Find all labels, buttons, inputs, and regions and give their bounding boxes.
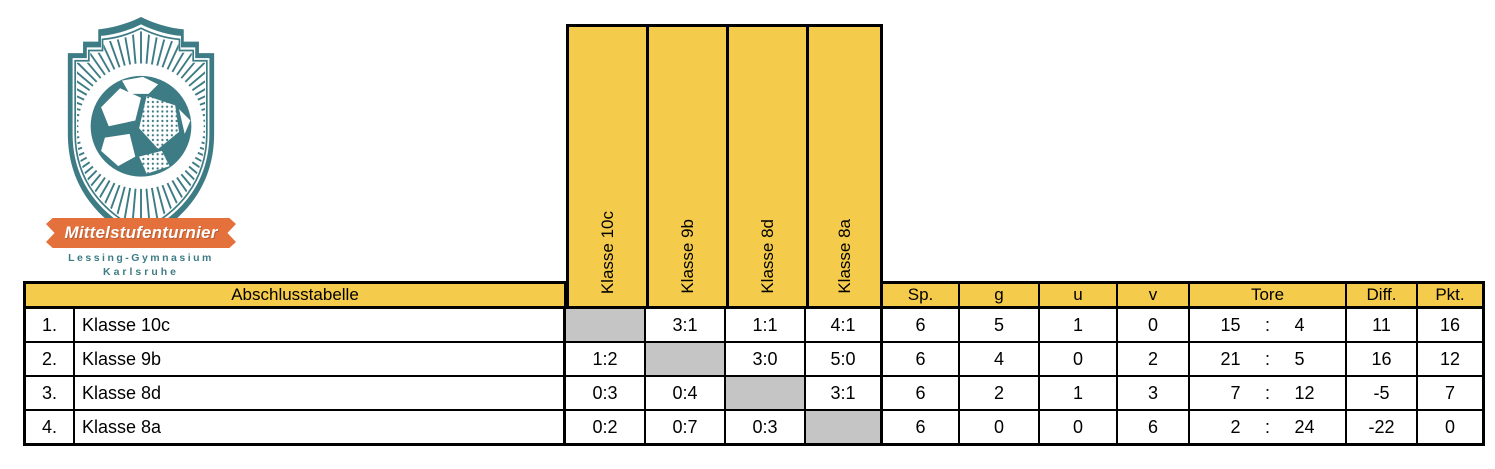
cell-pkt: 16 <box>1418 309 1485 343</box>
cell-result: 3:1 <box>646 309 726 343</box>
cell-sp: 6 <box>883 411 960 446</box>
cell-u: 1 <box>1040 377 1118 411</box>
cell-sp: 6 <box>883 343 960 377</box>
tore-against: 4 <box>1294 314 1305 335</box>
cell-tore: 21: 5 <box>1190 343 1347 377</box>
vertical-col-header-klasse-8a: Klasse 8a <box>806 24 883 309</box>
tore-for: 15 <box>1220 314 1241 335</box>
tore-separator: : <box>1264 416 1270 437</box>
col-header-diff: Diff. <box>1347 281 1418 309</box>
cell-result-diagonal <box>806 411 883 446</box>
cell-result-diagonal <box>646 343 726 377</box>
cell-team-name: Klasse 9b <box>75 343 566 377</box>
cell-tore: 7: 12 <box>1190 377 1347 411</box>
cell-tore: 2: 24 <box>1190 411 1347 446</box>
cell-team-name: Klasse 10c <box>75 309 566 343</box>
cell-result: 1:1 <box>726 309 806 343</box>
tore-for: 2 <box>1230 416 1241 437</box>
tournament-logo: Mittelstufenturnier Lessing-Gymnasium Ka… <box>46 14 236 280</box>
cell-result-diagonal <box>726 377 806 411</box>
tore-separator: : <box>1264 314 1270 335</box>
logo-banner-ribbon: Mittelstufenturnier <box>46 218 236 248</box>
cell-rank: 1. <box>23 309 75 343</box>
logo-city-text: Karlsruhe <box>102 266 180 278</box>
table-title: Abschlusstabelle <box>23 281 566 309</box>
cell-result: 1:2 <box>566 343 646 377</box>
vertical-col-label: Klasse 9b <box>678 219 697 294</box>
cell-rank: 2. <box>23 343 75 377</box>
vertical-col-label: Klasse 8a <box>835 219 854 294</box>
cell-g: 5 <box>960 309 1040 343</box>
tore-separator: : <box>1264 382 1270 403</box>
col-header-u: u <box>1040 281 1118 309</box>
logo-banner-text: Mittelstufenturnier <box>64 223 218 242</box>
col-header-sp: Sp. <box>883 281 960 309</box>
cell-v: 3 <box>1118 377 1190 411</box>
cell-result: 0:3 <box>726 411 806 446</box>
cell-result: 0:4 <box>646 377 726 411</box>
vertical-col-label: Klasse 10c <box>598 210 617 294</box>
tore-against: 5 <box>1294 348 1305 369</box>
cell-diff: -22 <box>1347 411 1418 446</box>
col-header-g: g <box>960 281 1040 309</box>
cell-diff: 11 <box>1347 309 1418 343</box>
cell-sp: 6 <box>883 377 960 411</box>
cell-g: 0 <box>960 411 1040 446</box>
vertical-col-label: Klasse 8d <box>758 219 777 294</box>
cell-rank: 4. <box>23 411 75 446</box>
cell-sp: 6 <box>883 309 960 343</box>
cell-result: 3:0 <box>726 343 806 377</box>
cell-result: 0:7 <box>646 411 726 446</box>
cell-u: 0 <box>1040 343 1118 377</box>
tore-for: 7 <box>1230 382 1241 403</box>
col-header-pkt: Pkt. <box>1418 281 1485 309</box>
cell-result: 0:3 <box>566 377 646 411</box>
cell-g: 2 <box>960 377 1040 411</box>
cell-pkt: 7 <box>1418 377 1485 411</box>
cell-v: 0 <box>1118 309 1190 343</box>
logo-school-text: Lessing-Gymnasium <box>68 252 214 264</box>
vertical-col-header-klasse-10c: Klasse 10c <box>566 24 646 309</box>
tore-separator: : <box>1264 348 1270 369</box>
cell-result: 4:1 <box>806 309 883 343</box>
cell-result: 5:0 <box>806 343 883 377</box>
cell-diff: 16 <box>1347 343 1418 377</box>
col-header-tore: Tore <box>1190 281 1347 309</box>
cell-v: 2 <box>1118 343 1190 377</box>
cell-team-name: Klasse 8a <box>75 411 566 446</box>
cell-result: 0:2 <box>566 411 646 446</box>
tore-for: 21 <box>1220 348 1241 369</box>
cell-rank: 3. <box>23 377 75 411</box>
cell-pkt: 12 <box>1418 343 1485 377</box>
cell-tore: 15: 4 <box>1190 309 1347 343</box>
cell-u: 1 <box>1040 309 1118 343</box>
cell-team-name: Klasse 8d <box>75 377 566 411</box>
cell-v: 6 <box>1118 411 1190 446</box>
cell-g: 4 <box>960 343 1040 377</box>
results-table: Klasse 10c Klasse 9b Klasse 8d Klasse 8a… <box>23 24 1485 446</box>
vertical-col-header-klasse-8d: Klasse 8d <box>726 24 806 309</box>
cell-result-diagonal <box>566 309 646 343</box>
cell-u: 0 <box>1040 411 1118 446</box>
cell-diff: -5 <box>1347 377 1418 411</box>
tore-against: 12 <box>1294 382 1315 403</box>
col-header-v: v <box>1118 281 1190 309</box>
vertical-col-header-klasse-9b: Klasse 9b <box>646 24 726 309</box>
soccer-ball-icon <box>90 75 192 177</box>
cell-pkt: 0 <box>1418 411 1485 446</box>
tore-against: 24 <box>1294 416 1315 437</box>
cell-result: 3:1 <box>806 377 883 411</box>
